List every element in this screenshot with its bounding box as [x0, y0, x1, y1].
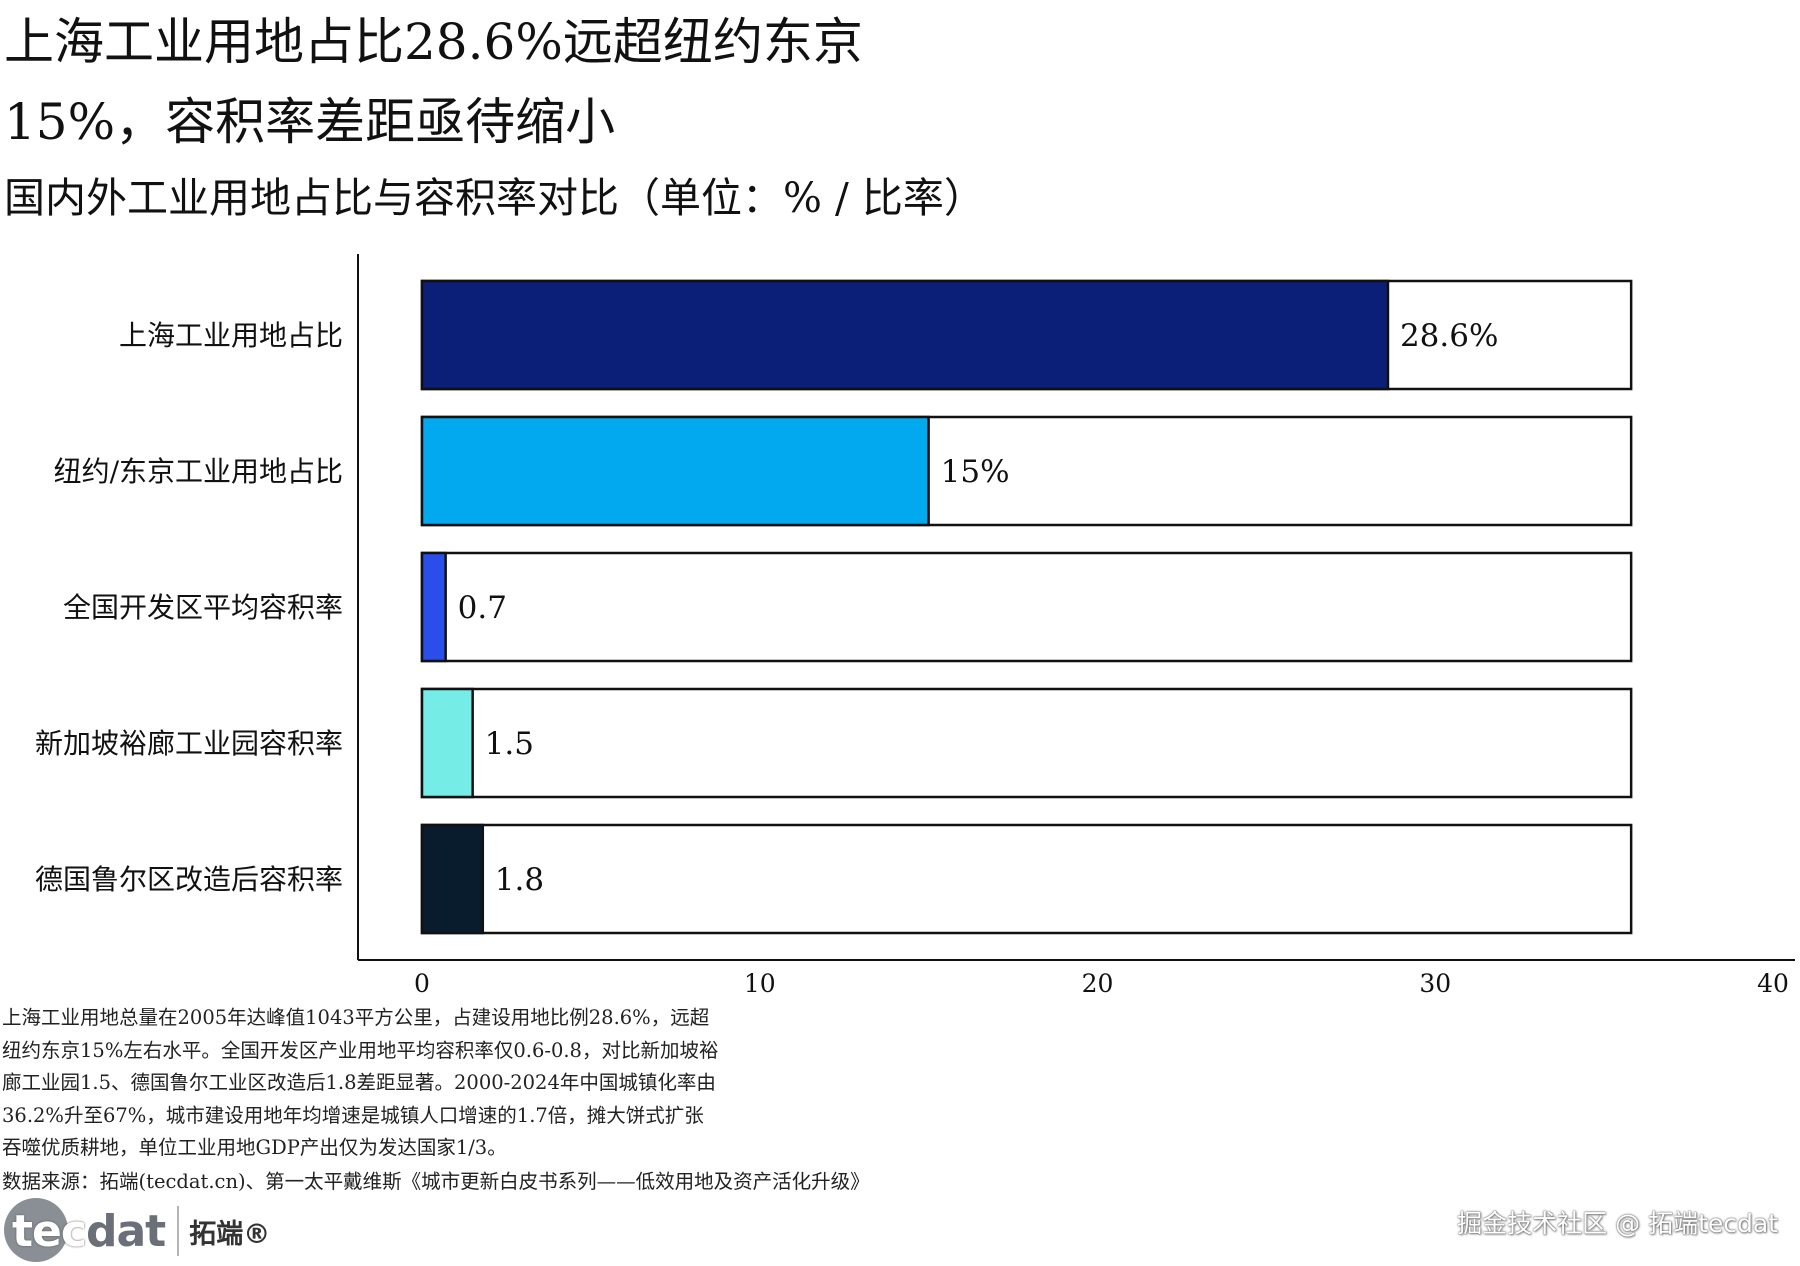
data-source: 数据来源：拓端(tecdat.cn)、第一太平戴维斯《城市更新白皮书系列——低效…: [2, 1170, 870, 1193]
x-tick-label: 0: [414, 969, 430, 998]
chart-subtitle: 国内外工业用地占比与容积率对比（单位：% / 比率）: [4, 174, 985, 222]
bar: [420, 551, 447, 663]
watermark: 掘金技术社区 @ 拓端tecdat: [1457, 1209, 1778, 1238]
logo-divider: [177, 1206, 180, 1256]
logo-wordmark-b: dat: [85, 1205, 166, 1257]
logo-cn-name: 拓端®: [189, 1218, 271, 1250]
footnote-line: 吞噬优质耕地，单位工业用地GDP产出仅为发达国家1/3。: [2, 1136, 507, 1159]
footnote: 上海工业用地总量在2005年达峰值1043平方公里，占建设用地比例28.6%，远…: [2, 1002, 822, 1165]
bar: [420, 279, 1390, 391]
x-tick-label: 40: [1757, 969, 1789, 998]
logo-wordmark: tecdat: [4, 1205, 166, 1257]
data-label: 1.5: [485, 726, 534, 762]
category-label: 全国开发区平均容积率: [63, 591, 343, 624]
logo-circle-icon: [4, 1198, 68, 1262]
bar: [420, 415, 930, 527]
bar-background: [420, 687, 1633, 799]
chart-title-line2: 15%，容积率差距亟待缩小: [4, 93, 616, 151]
chart-title-line1: 上海工业用地占比28.6%远超纽约东京: [4, 13, 863, 71]
bar: [420, 687, 474, 799]
bar-background: [420, 823, 1633, 935]
bar: [420, 823, 485, 935]
x-tick-label: 20: [1082, 969, 1114, 998]
category-label: 上海工业用地占比: [119, 319, 343, 352]
footnote-line: 纽约东京15%左右水平。全国开发区产业用地平均容积率仅0.6-0.8，对比新加坡…: [2, 1038, 719, 1062]
tecdat-logo: tecdat 拓端®: [4, 1196, 270, 1266]
data-label: 15%: [941, 454, 1010, 490]
footnote-line: 廊工业园1.5、德国鲁尔工业区改造后1.8差距显著。2000-2024年中国城镇…: [2, 1071, 716, 1094]
x-tick-label: 30: [1419, 969, 1451, 998]
data-label: 1.8: [495, 862, 544, 898]
category-label: 新加坡裕廊工业园容积率: [35, 727, 343, 760]
data-label: 0.7: [458, 590, 507, 626]
bar-background: [420, 551, 1633, 663]
footnote-line: 上海工业用地总量在2005年达峰值1043平方公里，占建设用地比例28.6%，远…: [2, 1006, 710, 1029]
bar-chart: 28.6% 上海工业用地占比 15% 纽约/东京工业用地占比 0.7 全国开发区平均容积率…: [35, 254, 1795, 998]
category-label: 纽约/东京工业用地占比: [54, 455, 343, 488]
category-label: 德国鲁尔区改造后容积率: [35, 863, 343, 896]
x-tick-label: 10: [744, 969, 776, 998]
logo-wordmark-a: tec: [12, 1205, 87, 1257]
footnote-line: 36.2%升至67%，城市建设用地年均增速是城镇人口增速的1.7倍，摊大饼式扩张: [2, 1103, 704, 1127]
data-label: 28.6%: [1400, 318, 1498, 354]
